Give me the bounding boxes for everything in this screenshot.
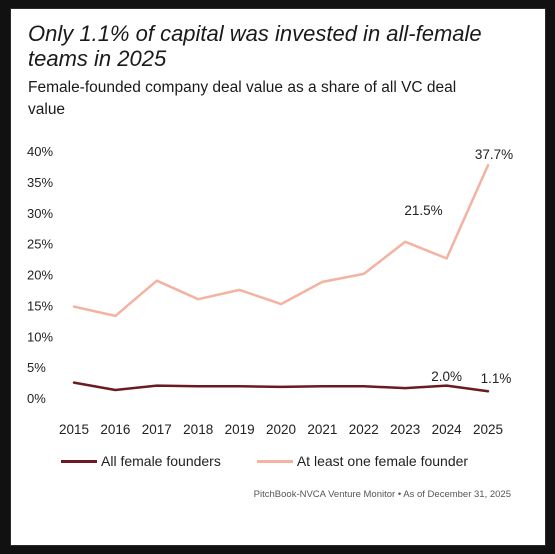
data-label: 2.0% xyxy=(431,369,462,384)
legend-item-one-female: At least one female founder xyxy=(256,453,469,469)
x-tick-label: 2021 xyxy=(307,422,337,437)
line-chart: 0%5%10%15%20%25%30%35%40% 2015 2016 2017 20… xyxy=(27,144,513,437)
y-tick-label: 15% xyxy=(27,298,53,313)
y-tick-label: 40% xyxy=(27,144,53,159)
series-line-1 xyxy=(72,163,490,318)
y-tick-label: 30% xyxy=(27,206,53,221)
chart-subtitle: Female-founded company deal value as a s… xyxy=(28,79,457,118)
x-tick-label: 2018 xyxy=(183,422,213,437)
x-tick-label: 2023 xyxy=(390,422,420,437)
y-tick-label: 35% xyxy=(27,175,53,190)
data-label: 1.1% xyxy=(481,371,512,386)
legend-label-one-female: At least one female founder xyxy=(296,453,469,469)
data-label: 37.7% xyxy=(475,147,513,162)
x-tick-label: 2025 xyxy=(473,422,503,437)
legend-swatch-one-female xyxy=(256,459,293,463)
x-axis-ticks: 2015 2016 2017 2018 2019 2020 2021 2022 2023 2024… xyxy=(59,422,503,437)
series-lines xyxy=(72,163,490,393)
y-axis-ticks: 0% 5% 10% 15% 20% 25% 30% 35% 40% xyxy=(27,144,53,406)
chart-title: Only 1.1% of capital was invested in all… xyxy=(28,21,482,71)
y-tick-label: 0% xyxy=(27,391,46,406)
series-line-0 xyxy=(72,381,490,393)
y-tick-label: 5% xyxy=(27,360,46,375)
legend-item-all-female: All female founders xyxy=(61,453,221,469)
chart-card: Only 1.1% of capital was invested in all… xyxy=(10,8,546,546)
data-label: 21.5% xyxy=(404,203,442,218)
x-tick-label: 2020 xyxy=(266,422,296,437)
y-tick-label: 20% xyxy=(27,268,53,283)
legend-label-all-female: All female founders xyxy=(101,453,221,469)
x-tick-label: 2015 xyxy=(59,422,89,437)
source-note: PitchBook-NVCA Venture Monitor • As of D… xyxy=(253,489,511,500)
legend: All female founders At least one female … xyxy=(61,453,504,469)
y-tick-label: 25% xyxy=(27,237,53,252)
legend-swatch-all-female xyxy=(61,459,97,463)
x-tick-label: 2019 xyxy=(225,422,255,437)
data-labels: 2.0% 1.1% 21.5% 37.7% xyxy=(404,147,513,386)
x-tick-label: 2016 xyxy=(100,422,130,437)
x-tick-label: 2022 xyxy=(349,422,379,437)
y-tick-label: 10% xyxy=(27,329,53,344)
x-tick-label: 2024 xyxy=(432,422,463,437)
x-tick-label: 2017 xyxy=(142,422,172,437)
